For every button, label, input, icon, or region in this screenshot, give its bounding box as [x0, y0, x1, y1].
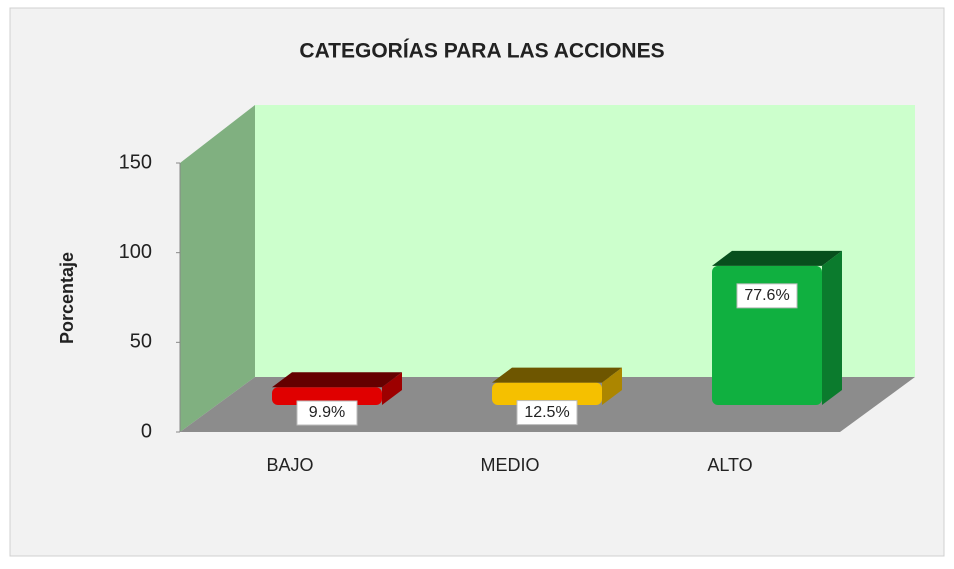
bar-front: [492, 382, 602, 405]
x-tick-label: ALTO: [707, 455, 752, 475]
data-label-box: [296, 400, 358, 426]
bar-side: [822, 250, 842, 405]
bar: [492, 367, 622, 405]
x-tick-label: MEDIO: [480, 455, 539, 475]
bar: [272, 372, 402, 405]
data-label-box: [736, 283, 798, 309]
chart-title: CATEGORÍAS PARA LAS ACCIONES: [299, 40, 664, 63]
data-label: 9.9%: [309, 404, 345, 421]
data-label-box: [516, 400, 578, 426]
data-label: 12.5%: [524, 404, 569, 421]
data-label: 77.6%: [744, 287, 789, 304]
bar-top: [712, 250, 842, 266]
y-axis-label: Porcentaje: [57, 252, 77, 344]
y-tick-label: 50: [130, 331, 152, 353]
bar-top: [492, 367, 622, 383]
y-tick-label: 100: [119, 241, 152, 263]
side-wall: [180, 105, 255, 432]
y-tick-label: 0: [141, 420, 152, 442]
bar-top: [272, 372, 402, 388]
bar: [712, 250, 842, 405]
y-tick-label: 150: [119, 151, 152, 173]
bar-side: [382, 372, 402, 405]
x-tick-label: BAJO: [266, 455, 313, 475]
bar-side: [602, 367, 622, 405]
